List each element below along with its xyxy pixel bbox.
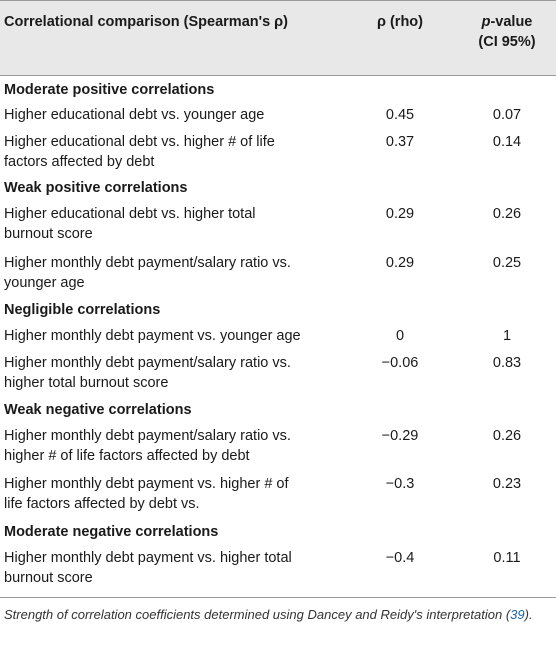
group-title: Weak negative correlations xyxy=(4,402,192,418)
comparison-cell: Higher educational debt vs. younger age xyxy=(4,105,334,125)
comparison-cell: Higher educational debt vs. higher total… xyxy=(4,204,334,244)
rho-cell: 0.29 xyxy=(385,206,415,222)
group-title: Negligible correlations xyxy=(4,302,161,318)
table-bottom-rule xyxy=(0,597,556,598)
rho-cell: −0.4 xyxy=(385,550,415,566)
p-cell: 0.11 xyxy=(493,550,521,566)
p-cell: 0.23 xyxy=(492,476,522,492)
header-comparison: Correlational comparison (Spearman's ρ) xyxy=(4,14,288,30)
comparison-cell: Higher educational debt vs. higher # of … xyxy=(4,132,334,172)
comparison-line: Higher monthly debt payment/salary ratio… xyxy=(4,355,291,371)
comparison-line: higher total burnout score xyxy=(4,375,169,391)
comparison-cell: Higher monthly debt payment/salary ratio… xyxy=(4,353,334,393)
table-header: Correlational comparison (Spearman's ρ) … xyxy=(0,0,556,76)
comparison-line: burnout score xyxy=(4,570,93,586)
comparison-cell: Higher monthly debt payment vs. higher #… xyxy=(4,474,334,514)
table-footnote: Strength of correlation coefficients det… xyxy=(4,604,552,625)
comparison-line: Higher educational debt vs. younger age xyxy=(4,107,265,123)
comparison-line: burnout score xyxy=(4,226,93,242)
header-ci: (CI 95%) xyxy=(478,34,536,50)
footnote-reference-link[interactable]: 39 xyxy=(510,607,525,622)
comparison-line: higher # of life factors affected by deb… xyxy=(4,448,250,464)
p-cell: 0.26 xyxy=(492,428,522,444)
group-title: Moderate negative correlations xyxy=(4,524,219,540)
comparison-cell: Higher monthly debt payment/salary ratio… xyxy=(4,253,334,293)
comparison-line: factors affected by debt xyxy=(4,154,155,170)
rho-cell: −0.3 xyxy=(385,476,415,492)
comparison-line: Higher monthly debt payment vs. higher #… xyxy=(4,476,289,492)
comparison-line: Higher monthly debt payment/salary ratio… xyxy=(4,255,291,271)
p-cell: 1 xyxy=(502,328,512,344)
header-p-italic: p xyxy=(481,14,491,30)
p-cell: 0.14 xyxy=(492,134,522,150)
p-cell: 0.07 xyxy=(492,107,522,123)
rho-cell: 0.45 xyxy=(385,107,415,123)
p-cell: 0.26 xyxy=(492,206,522,222)
footnote-end: ). xyxy=(524,607,533,622)
header-rho: ρ (rho) xyxy=(376,14,423,30)
rho-cell: 0 xyxy=(395,328,405,344)
comparison-line: Higher educational debt vs. higher # of … xyxy=(4,134,275,150)
comparison-cell: Higher monthly debt payment vs. younger … xyxy=(4,326,334,346)
comparison-line: Higher monthly debt payment/salary ratio… xyxy=(4,428,291,444)
footnote-text: Strength of correlation coefficients det… xyxy=(4,607,511,622)
p-cell: 0.83 xyxy=(492,355,522,371)
comparison-line: life factors affected by debt vs. xyxy=(4,496,200,512)
comparison-line: Higher monthly debt payment vs. younger … xyxy=(4,328,301,344)
comparison-cell: Higher monthly debt payment/salary ratio… xyxy=(4,426,334,466)
comparison-line: younger age xyxy=(4,275,85,291)
header-p-value: p-value (CI 95%) xyxy=(462,12,552,52)
rho-cell: 0.29 xyxy=(385,255,415,271)
p-cell: 0.25 xyxy=(492,255,522,271)
header-p-rest: -value xyxy=(490,14,533,30)
rho-cell: −0.29 xyxy=(381,428,419,444)
comparison-line: Higher monthly debt payment vs. higher t… xyxy=(4,550,292,566)
comparison-line: Higher educational debt vs. higher total xyxy=(4,206,256,222)
rho-cell: 0.37 xyxy=(385,134,415,150)
group-title: Weak positive correlations xyxy=(4,180,188,196)
rho-cell: −0.06 xyxy=(381,355,419,371)
group-title: Moderate positive correlations xyxy=(4,82,215,98)
comparison-cell: Higher monthly debt payment vs. higher t… xyxy=(4,548,334,588)
